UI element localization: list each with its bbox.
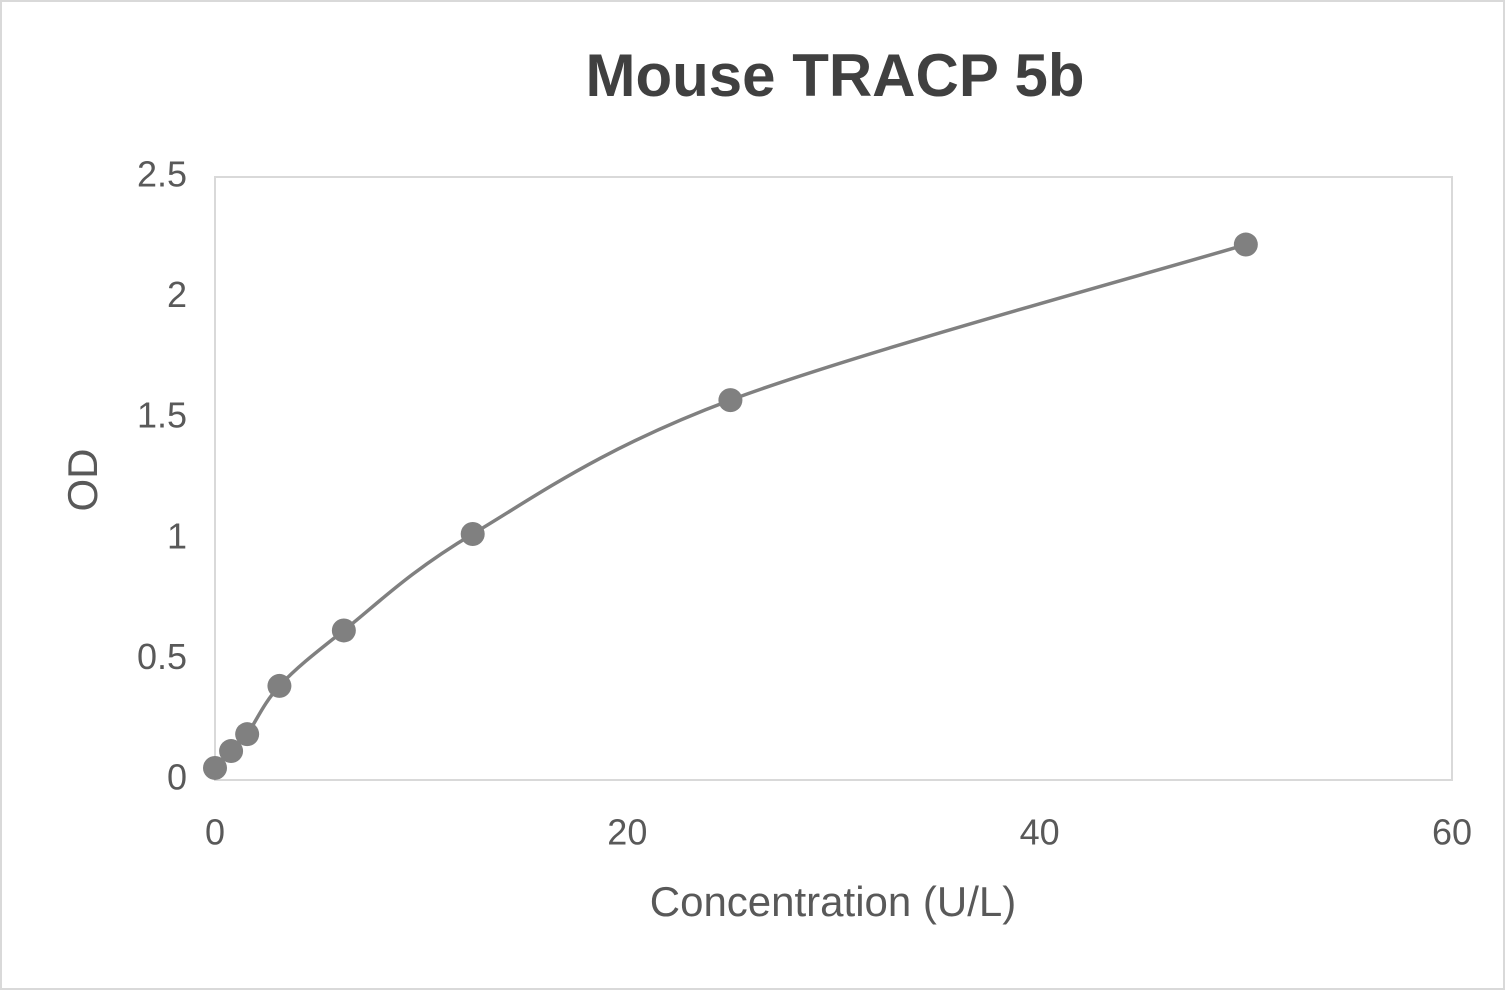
data-point bbox=[235, 722, 260, 747]
y-tick-label: 2 bbox=[167, 274, 187, 315]
y-tick-label: 0.5 bbox=[137, 636, 187, 677]
data-point bbox=[460, 521, 485, 546]
data-point bbox=[331, 618, 356, 643]
data-point bbox=[1233, 232, 1258, 257]
plot-border bbox=[214, 176, 1453, 781]
y-axis-title: OD bbox=[59, 449, 106, 512]
x-tick-label: 60 bbox=[1432, 812, 1472, 853]
data-point bbox=[219, 739, 244, 764]
y-tick-label: 0 bbox=[167, 757, 187, 798]
y-tick-label: 1.5 bbox=[137, 395, 187, 436]
x-axis-title: Concentration (U/L) bbox=[650, 878, 1017, 925]
y-tick-label: 2.5 bbox=[137, 154, 187, 195]
data-point bbox=[718, 388, 743, 413]
x-tick-label: 20 bbox=[607, 812, 647, 853]
x-tick-label: 40 bbox=[1020, 812, 1060, 853]
data-point bbox=[267, 673, 292, 698]
data-point bbox=[203, 755, 227, 780]
y-tick-label: 1 bbox=[167, 515, 187, 556]
chart-title: Mouse TRACP 5b bbox=[586, 42, 1085, 109]
x-tick-label: 0 bbox=[205, 812, 225, 853]
